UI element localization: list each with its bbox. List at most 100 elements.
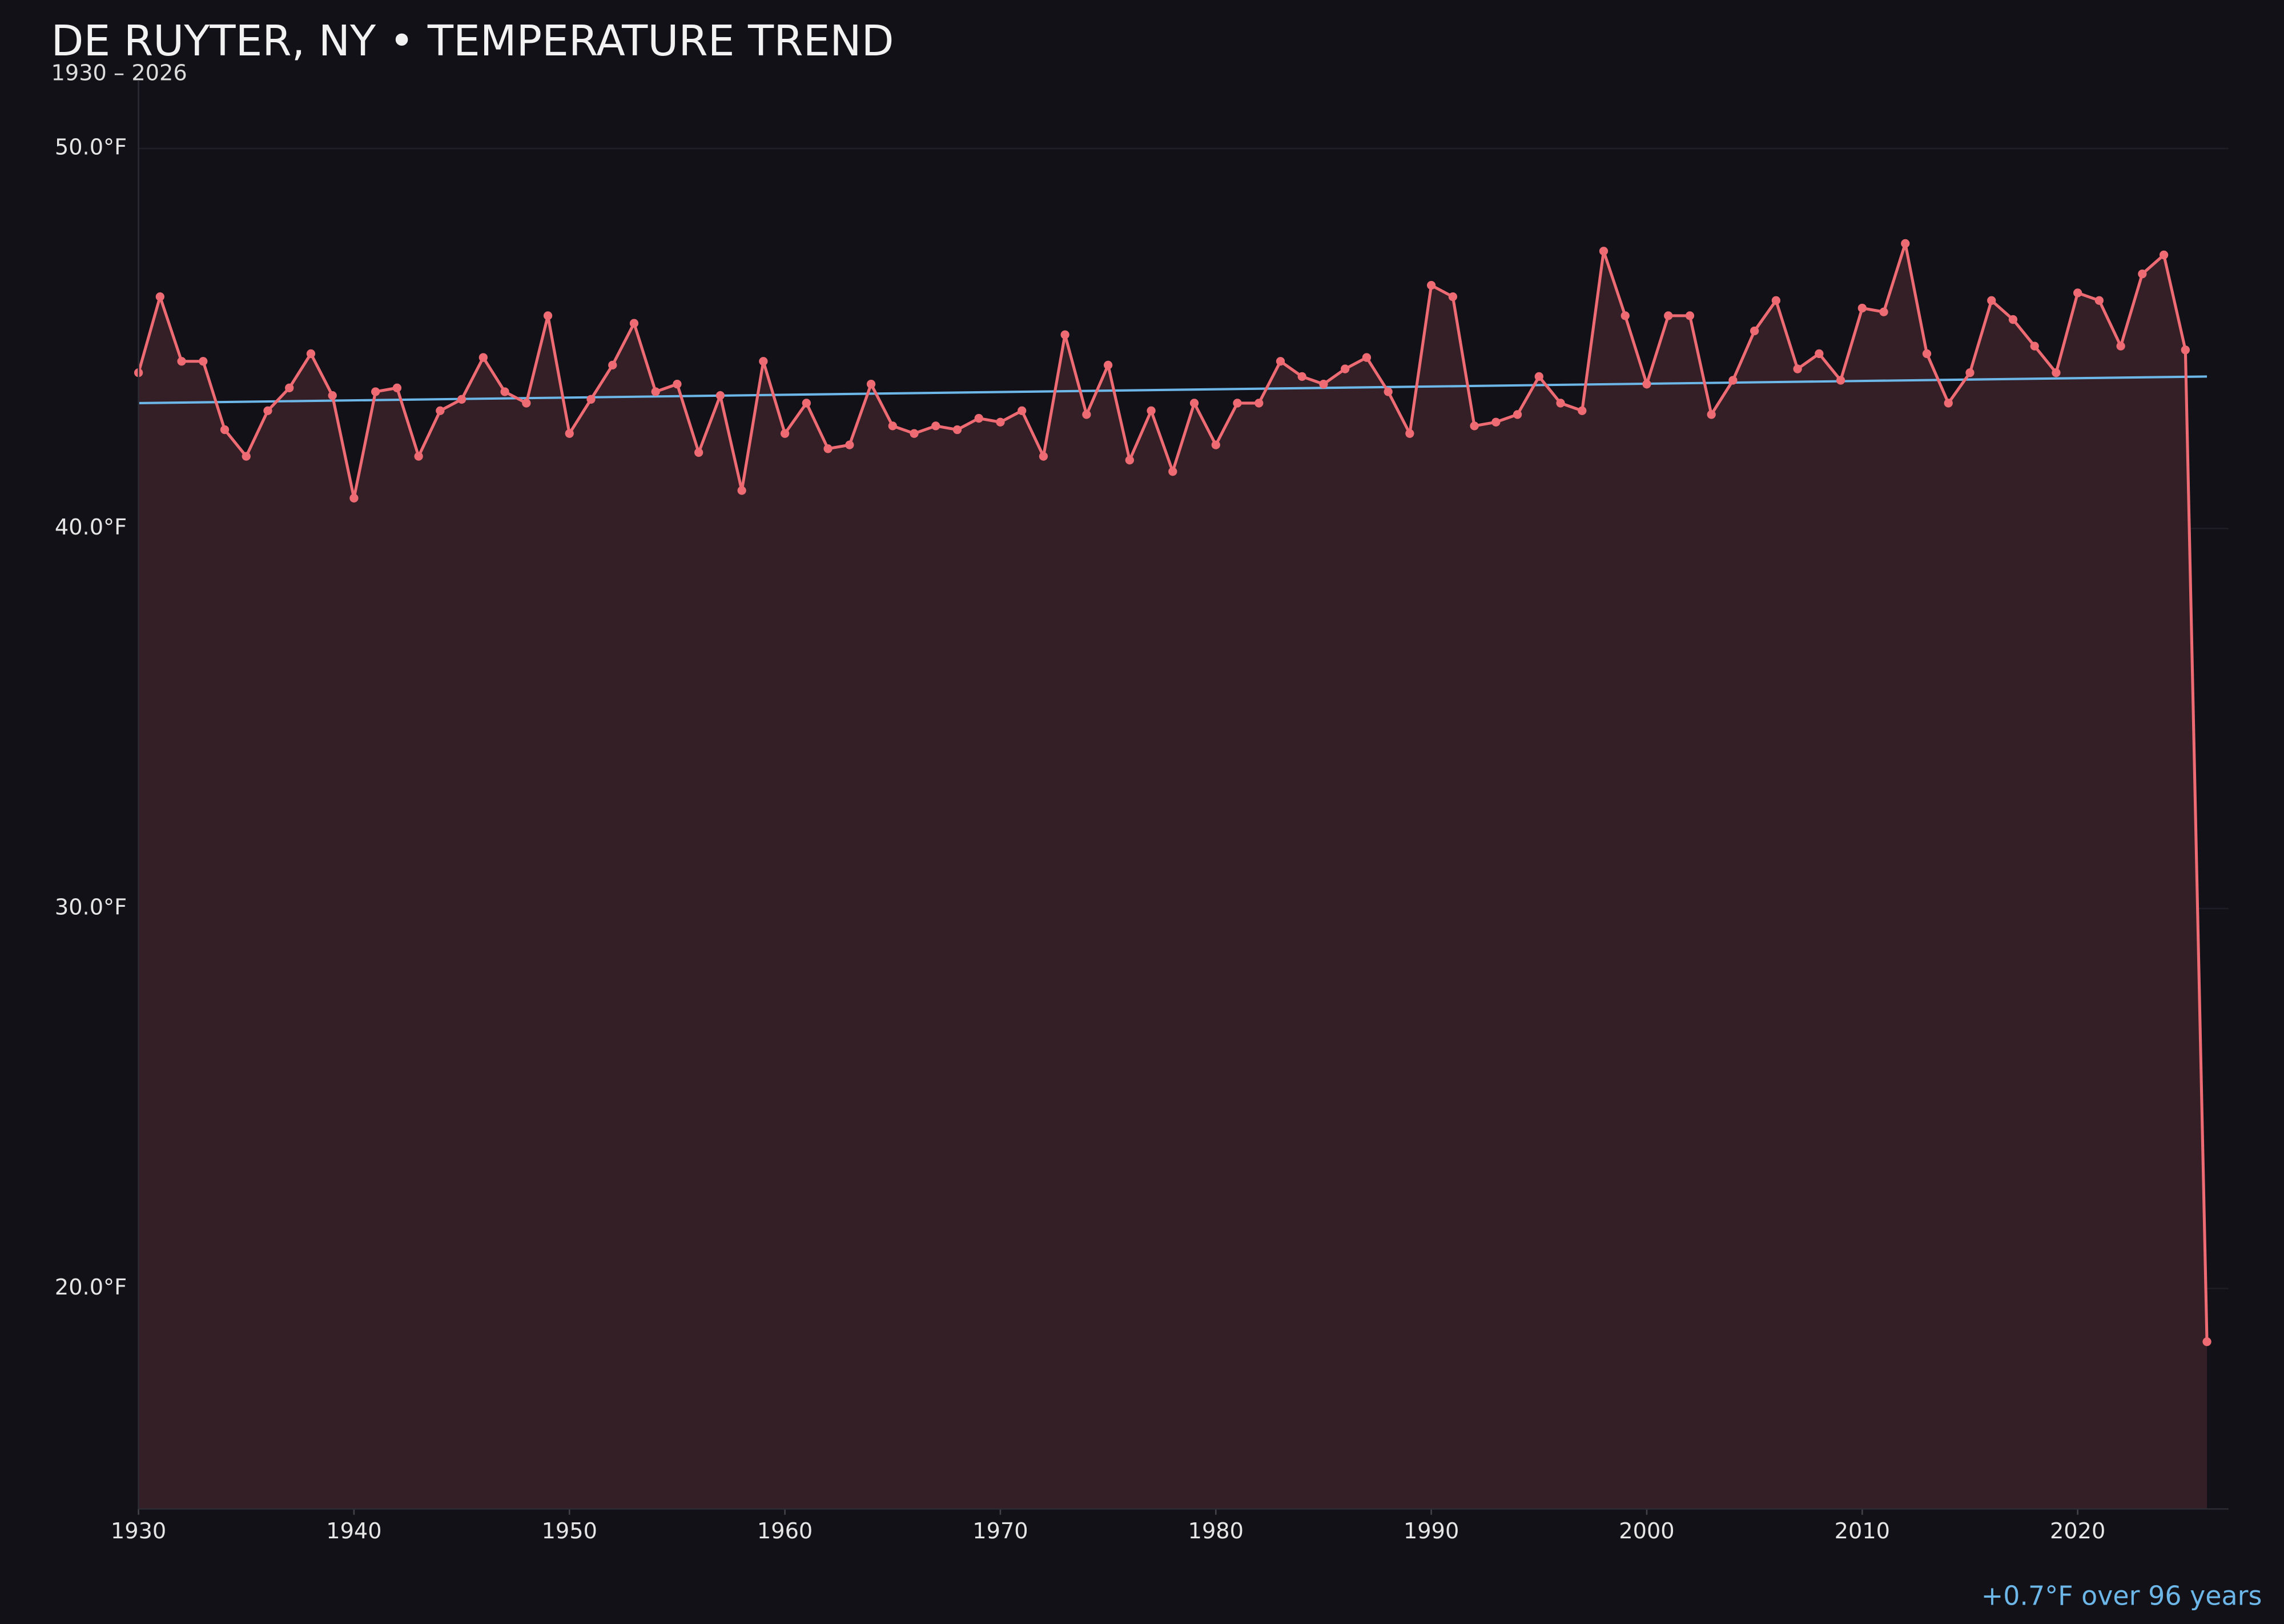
data-point bbox=[1426, 280, 1436, 290]
data-point bbox=[1060, 330, 1069, 339]
data-point bbox=[1857, 303, 1867, 313]
data-point bbox=[1341, 364, 1350, 373]
x-tick-label: 2010 bbox=[1835, 1518, 1890, 1544]
data-point bbox=[823, 444, 833, 453]
chart-title: DE RUYTER, NY • TEMPERATURE TREND bbox=[51, 17, 894, 66]
data-point bbox=[1018, 406, 1027, 415]
data-point bbox=[1448, 292, 1458, 302]
data-point bbox=[1470, 421, 1479, 431]
data-point bbox=[759, 357, 768, 366]
data-point bbox=[2052, 368, 2061, 377]
data-point bbox=[996, 417, 1005, 427]
x-tick-label: 2020 bbox=[2050, 1518, 2105, 1544]
y-tick-label: 30.0°F bbox=[55, 895, 127, 920]
data-point bbox=[608, 360, 617, 370]
data-point bbox=[1836, 376, 1845, 385]
data-point bbox=[1513, 410, 1522, 419]
data-point bbox=[328, 391, 337, 400]
data-point bbox=[1707, 410, 1716, 419]
data-point bbox=[651, 387, 660, 396]
trend-line bbox=[138, 375, 2207, 404]
y-tick-label: 20.0°F bbox=[55, 1275, 127, 1300]
data-point bbox=[845, 440, 854, 449]
data-point bbox=[1750, 326, 1759, 336]
data-point bbox=[1922, 349, 1932, 359]
data-point bbox=[2116, 341, 2125, 351]
y-tick-label: 40.0°F bbox=[55, 514, 127, 540]
data-point bbox=[737, 486, 746, 495]
data-point bbox=[888, 421, 897, 431]
data-point bbox=[1254, 399, 1264, 408]
x-tick-label: 1990 bbox=[1404, 1518, 1459, 1544]
y-tick-label: 50.0°F bbox=[55, 135, 127, 160]
data-point bbox=[242, 452, 251, 461]
data-point bbox=[436, 406, 445, 415]
data-point bbox=[952, 425, 962, 435]
data-point bbox=[1901, 239, 1910, 248]
data-point bbox=[1771, 296, 1781, 305]
data-point bbox=[1297, 372, 1306, 381]
data-point bbox=[1211, 440, 1220, 449]
data-point bbox=[1534, 372, 1543, 381]
data-point bbox=[1491, 417, 1501, 427]
data-point bbox=[1556, 399, 1565, 408]
data-point bbox=[1405, 429, 1414, 438]
data-point bbox=[392, 383, 402, 392]
data-point bbox=[1664, 311, 1673, 320]
x-tick-label: 1950 bbox=[542, 1518, 597, 1544]
data-point bbox=[2202, 1337, 2211, 1346]
data-point bbox=[1987, 296, 1996, 305]
data-point bbox=[199, 357, 208, 366]
data-point bbox=[1319, 380, 1328, 389]
data-point bbox=[1189, 399, 1199, 408]
data-point bbox=[543, 311, 553, 320]
data-point bbox=[2030, 341, 2039, 351]
data-point bbox=[1384, 387, 1393, 396]
x-tick-label: 1960 bbox=[757, 1518, 813, 1544]
data-point bbox=[910, 429, 919, 438]
data-point bbox=[478, 353, 488, 362]
data-point bbox=[371, 387, 380, 396]
data-point bbox=[715, 391, 725, 400]
data-point bbox=[1168, 467, 1177, 476]
data-point bbox=[2008, 315, 2018, 324]
x-tick-label: 1980 bbox=[1188, 1518, 1244, 1544]
data-point bbox=[2094, 296, 2104, 305]
data-point bbox=[1793, 364, 1802, 373]
data-point bbox=[177, 357, 186, 366]
data-point bbox=[629, 319, 639, 328]
data-point bbox=[2181, 345, 2190, 355]
data-point bbox=[1642, 380, 1651, 389]
data-point bbox=[1879, 307, 1888, 316]
data-point bbox=[2138, 270, 2147, 279]
data-point bbox=[802, 399, 811, 408]
data-point bbox=[1578, 406, 1587, 415]
data-point bbox=[1944, 399, 1953, 408]
data-point bbox=[263, 406, 272, 415]
data-point bbox=[1728, 376, 1738, 385]
data-point bbox=[1125, 456, 1135, 465]
data-point bbox=[1685, 311, 1695, 320]
data-point bbox=[931, 421, 940, 431]
x-tick-label: 1970 bbox=[972, 1518, 1028, 1544]
data-point bbox=[1620, 311, 1630, 320]
data-point bbox=[2073, 288, 2082, 298]
data-point bbox=[155, 292, 164, 302]
annotation: +0.7°F over 96 years bbox=[1981, 1581, 2262, 1611]
x-tick-label: 1940 bbox=[326, 1518, 381, 1544]
x-tick-label: 1930 bbox=[111, 1518, 166, 1544]
data-point bbox=[1599, 247, 1609, 256]
data-point bbox=[780, 429, 790, 438]
data-point bbox=[694, 448, 703, 457]
data-point bbox=[866, 380, 876, 389]
data-point bbox=[1082, 410, 1091, 419]
x-tick-label: 2000 bbox=[1619, 1518, 1674, 1544]
data-point bbox=[220, 425, 230, 435]
data-point bbox=[1276, 357, 1285, 366]
data-point bbox=[1233, 399, 1242, 408]
data-point bbox=[1362, 353, 1372, 362]
data-point bbox=[1815, 349, 1824, 359]
data-point bbox=[500, 387, 509, 396]
